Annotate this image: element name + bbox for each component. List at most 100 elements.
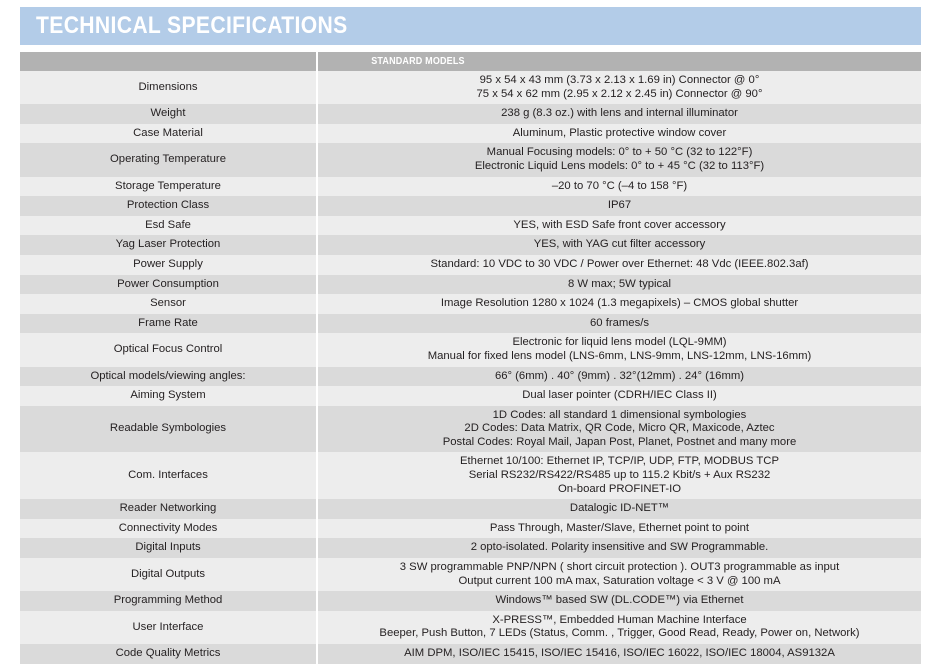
spec-label: Digital Inputs	[20, 538, 318, 559]
spec-value: 3 SW programmable PNP/NPN ( short circui…	[317, 558, 921, 592]
spec-value-line: X-PRESS™, Embedded Human Machine Interfa…	[492, 613, 747, 626]
table-row: Dimensions 95 x 54 x 43 mm (3.73 x 2.13 x…	[20, 71, 921, 105]
spec-value-line: AIM DPM, ISO/IEC 15415, ISO/IEC 15416, I…	[404, 647, 835, 659]
spec-value: X-PRESS™, Embedded Human Machine Interfa…	[317, 610, 921, 644]
spec-value-line: Windows™ based SW (DL.CODE™) via Etherne…	[495, 594, 744, 607]
column-header-standard-models-text: STANDARD MODELS	[371, 55, 465, 67]
spec-value-line: Serial RS232/RS422/RS485 up to 115.2 Kbi…	[468, 469, 771, 482]
spec-label: Optical models/viewing angles:	[20, 366, 318, 387]
spec-label: User Interface	[20, 610, 318, 644]
table-header-row: STANDARD MODELS	[20, 52, 921, 71]
spec-value-line: On-board PROFINET-IO	[557, 482, 682, 495]
spec-value: AIM DPM, ISO/IEC 15415, ISO/IEC 15416, I…	[317, 644, 921, 664]
spec-value-line: 2 opto-isolated. Polarity insensitive an…	[470, 541, 769, 554]
spec-value: Standard: 10 VDC to 30 VDC / Power over …	[317, 254, 921, 275]
spec-label: Weight	[20, 104, 318, 124]
table-row: Readable Symbologies 1D Codes: all standa…	[20, 405, 921, 453]
spec-value-line: 8 W max; 5W typical	[568, 277, 671, 290]
table-row: Frame Rate 60 frames/s	[20, 313, 921, 334]
spec-label: Reader Networking	[20, 499, 318, 519]
column-header-label	[20, 52, 318, 71]
spec-label: Storage Temperature	[20, 176, 318, 197]
spec-sheet-page: TECHNICAL SPECIFICATIONS STANDARD MODELS…	[20, 7, 921, 664]
spec-value: –20 to 70 °C (–4 to 158 °F)	[317, 176, 921, 197]
table-row: Code Quality Metrics AIM DPM, ISO/IEC 154…	[20, 644, 921, 664]
spec-label: Programming Method	[20, 591, 318, 611]
table-row: Yag Laser Protection YES, with YAG cut fi…	[20, 235, 921, 255]
spec-label: Yag Laser Protection	[20, 235, 318, 255]
spec-value: Image Resolution 1280 x 1024 (1.3 megapi…	[317, 294, 921, 314]
spec-value: 66° (6mm) . 40° (9mm) . 32°(12mm) . 24° …	[317, 366, 921, 387]
spec-value-line: Postal Codes: Royal Mail, Japan Post, Pl…	[442, 435, 797, 448]
spec-label: Frame Rate	[20, 313, 318, 334]
spec-label: Readable Symbologies	[20, 405, 318, 453]
spec-label: Connectivity Modes	[20, 518, 318, 539]
table-row: Aiming System Dual laser pointer (CDRH/IE…	[20, 386, 921, 406]
spec-value-line: IP67	[607, 199, 632, 212]
spec-label: Power Supply	[20, 254, 318, 275]
table-row: Reader Networking Datalogic ID-NET™	[20, 499, 921, 519]
spec-value-line: 2D Codes: Data Matrix, QR Code, Micro QR…	[464, 422, 775, 435]
spec-label: Sensor	[20, 294, 318, 314]
spec-label: Dimensions	[20, 71, 318, 105]
spec-value-line: 66° (6mm) . 40° (9mm) . 32°(12mm) . 24° …	[494, 369, 745, 382]
spec-value-line: 95 x 54 x 43 mm (3.73 x 2.13 x 1.69 in) …	[479, 74, 760, 86]
table-row: Optical Focus Control Electronic for liqu…	[20, 333, 921, 367]
section-banner: TECHNICAL SPECIFICATIONS	[20, 7, 921, 45]
table-row: Case Material Aluminum, Plastic protectiv…	[20, 123, 921, 144]
spec-label: Case Material	[20, 123, 318, 144]
spec-value-line: 75 x 54 x 62 mm (2.95 x 2.12 x 2.45 in) …	[476, 87, 763, 100]
spec-value-line: –20 to 70 °C (–4 to 158 °F)	[551, 179, 688, 192]
spec-value: 95 x 54 x 43 mm (3.73 x 2.13 x 1.69 in) …	[317, 71, 921, 105]
spec-value-line: 238 g (8.3 oz.) with lens and internal i…	[501, 107, 738, 120]
spec-value: Manual Focusing models: 0° to + 50 °C (3…	[317, 143, 921, 177]
table-row: Digital Inputs 2 opto-isolated. Polarity …	[20, 538, 921, 559]
spec-value-line: Image Resolution 1280 x 1024 (1.3 megapi…	[440, 297, 799, 310]
spec-value: 60 frames/s	[317, 313, 921, 334]
spec-value: Aluminum, Plastic protective window cove…	[317, 123, 921, 144]
spec-value: IP67	[317, 196, 921, 216]
spec-label: Power Consumption	[20, 274, 318, 295]
spec-label: Esd Safe	[20, 215, 318, 236]
spec-value-line: 3 SW programmable PNP/NPN ( short circui…	[399, 561, 840, 574]
column-header-standard-models: STANDARD MODELS	[317, 52, 921, 71]
spec-value: YES, with YAG cut filter accessory	[317, 235, 921, 255]
table-row: Programming Method Windows™ based SW (DL.…	[20, 591, 921, 611]
spec-value: 2 opto-isolated. Polarity insensitive an…	[317, 538, 921, 559]
spec-value-line: Aluminum, Plastic protective window cove…	[512, 126, 727, 139]
spec-value-line: Dual laser pointer (CDRH/IEC Class II)	[522, 389, 717, 402]
spec-value: 238 g (8.3 oz.) with lens and internal i…	[317, 104, 921, 124]
table-row: Com. Interfaces Ethernet 10/100: Ethernet…	[20, 452, 921, 500]
table-body: STANDARD MODELS Dimensions 95 x 54 x 43 m…	[20, 52, 921, 664]
spec-value: Electronic for liquid lens model (LQL-9M…	[317, 333, 921, 367]
spec-value: Ethernet 10/100: Ethernet IP, TCP/IP, UD…	[317, 452, 921, 500]
spec-value: Windows™ based SW (DL.CODE™) via Etherne…	[317, 591, 921, 611]
table-row: Sensor Image Resolution 1280 x 1024 (1.3 …	[20, 294, 921, 314]
spec-value-line: Pass Through, Master/Slave, Ethernet poi…	[489, 521, 750, 534]
spec-label: Aiming System	[20, 386, 318, 406]
spec-label: Operating Temperature	[20, 143, 318, 177]
spec-value: Pass Through, Master/Slave, Ethernet poi…	[317, 518, 921, 539]
spec-value-line: Manual for fixed lens model (LNS-6mm, LN…	[427, 349, 812, 362]
table-row: Operating Temperature Manual Focusing mod…	[20, 143, 921, 177]
table-row: Connectivity Modes Pass Through, Master/S…	[20, 518, 921, 539]
table-row: Esd Safe YES, with ESD Safe front cover a…	[20, 215, 921, 236]
spec-value-line: Standard: 10 VDC to 30 VDC / Power over …	[430, 257, 809, 270]
spec-value-line: 60 frames/s	[589, 316, 650, 329]
spec-label: Digital Outputs	[20, 558, 318, 592]
spec-value: 8 W max; 5W typical	[317, 274, 921, 295]
spec-value-line: Output current 100 mA max, Saturation vo…	[458, 574, 781, 587]
spec-value-line: Manual Focusing models: 0° to + 50 °C (3…	[486, 146, 753, 159]
spec-value: Datalogic ID-NET™	[317, 499, 921, 519]
spec-value-line: 1D Codes: all standard 1 dimensional sym…	[492, 408, 747, 421]
table-row: User Interface X-PRESS™, Embedded Human M…	[20, 610, 921, 644]
table-row: Digital Outputs 3 SW programmable PNP/NPN…	[20, 558, 921, 592]
table-row: Optical models/viewing angles: 66° (6mm) …	[20, 366, 921, 387]
spec-value-line: Electronic Liquid Lens models: 0° to + 4…	[474, 159, 765, 172]
spec-value: Dual laser pointer (CDRH/IEC Class II)	[317, 386, 921, 406]
spec-value-line: YES, with ESD Safe front cover accessory	[513, 218, 726, 231]
spec-value-line: YES, with YAG cut filter accessory	[533, 238, 706, 251]
table-row: Power Consumption 8 W max; 5W typical	[20, 274, 921, 295]
spec-value-line: Beeper, Push Button, 7 LEDs (Status, Com…	[379, 627, 860, 640]
technical-specifications-table: STANDARD MODELS Dimensions 95 x 54 x 43 m…	[20, 52, 921, 664]
